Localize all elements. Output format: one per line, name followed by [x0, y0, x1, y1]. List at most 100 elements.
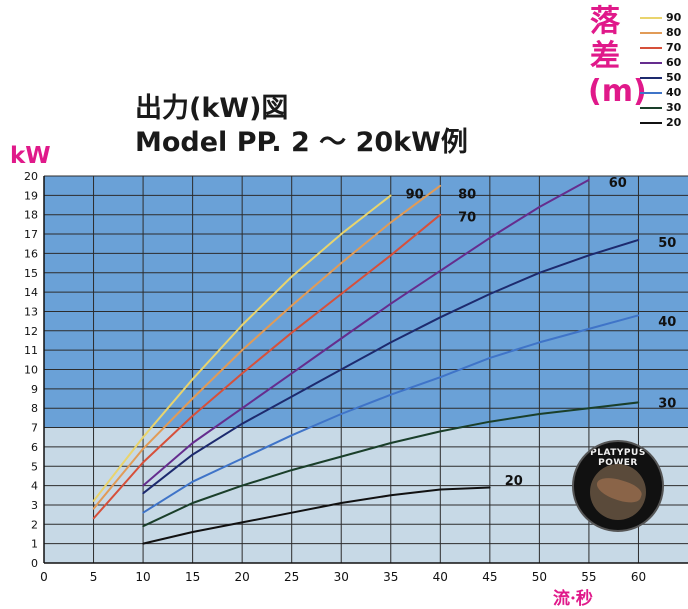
data-point-70 — [290, 331, 293, 334]
data-point-30 — [340, 455, 343, 458]
data-point-60 — [439, 270, 442, 272]
data-point-30 — [389, 442, 392, 444]
data-point-60 — [142, 484, 144, 487]
legend-swatch — [640, 92, 662, 94]
data-point-40 — [588, 328, 590, 330]
data-point-90 — [389, 194, 392, 197]
legend-label: 90 — [666, 11, 682, 24]
data-point-60 — [241, 407, 243, 410]
legend-title: 落 差 (m) — [588, 4, 647, 109]
data-point-20 — [241, 521, 243, 524]
series-line-70 — [92, 213, 441, 520]
y-tick-label: 10 — [24, 364, 38, 377]
data-point-50 — [637, 239, 640, 241]
legend-title-char-1: 落 — [590, 4, 620, 39]
legend-label: 30 — [666, 101, 682, 114]
series-end-label-50: 50 — [658, 236, 676, 251]
y-tick-label: 13 — [24, 305, 38, 318]
data-point-30 — [588, 407, 590, 410]
data-point-80 — [439, 184, 442, 187]
data-point-50 — [241, 422, 243, 425]
y-tick-label: 6 — [31, 441, 38, 454]
data-point-70 — [340, 293, 343, 295]
data-point-20 — [489, 486, 491, 489]
data-point-50 — [439, 316, 442, 319]
data-point-30 — [290, 469, 293, 471]
data-point-60 — [191, 442, 194, 444]
data-point-50 — [290, 395, 293, 398]
data-point-20 — [389, 494, 392, 497]
data-point-20 — [340, 502, 343, 504]
series-end-label-70: 70 — [458, 211, 476, 226]
series-end-label-20: 20 — [505, 474, 523, 489]
legend: 90 80 70 60 50 40 30 20 — [640, 10, 688, 130]
x-tick-label: 5 — [90, 570, 98, 584]
data-point-90 — [290, 275, 293, 278]
data-point-90 — [142, 436, 144, 439]
data-point-80 — [191, 397, 194, 400]
data-point-60 — [389, 302, 392, 305]
y-tick-label: 7 — [31, 422, 38, 435]
legend-title-unit: (m) — [588, 74, 647, 109]
data-point-70 — [142, 461, 144, 464]
chart-title-line1: 出力(kW)図 — [135, 93, 289, 124]
data-point-40 — [538, 341, 541, 344]
data-point-40 — [191, 480, 194, 483]
legend-title-char-2: 差 — [590, 39, 620, 74]
data-point-50 — [538, 271, 541, 274]
x-tick-label: 15 — [185, 570, 200, 584]
legend-item-50: 50 — [640, 70, 688, 85]
data-point-90 — [340, 233, 343, 235]
data-point-30 — [538, 413, 541, 415]
data-point-40 — [340, 413, 343, 415]
legend-item-70: 70 — [640, 40, 688, 55]
series-line-20 — [142, 486, 490, 545]
data-point-30 — [241, 484, 243, 487]
x-tick-label: 0 — [40, 570, 48, 584]
y-tick-label: 14 — [24, 286, 38, 299]
legend-swatch — [640, 107, 662, 109]
data-point-80 — [241, 349, 243, 351]
x-tick-label: 10 — [135, 570, 150, 584]
data-point-70 — [439, 213, 442, 216]
legend-item-20: 20 — [640, 115, 688, 130]
data-point-30 — [489, 420, 491, 423]
legend-swatch — [640, 77, 662, 79]
y-tick-label: 19 — [24, 189, 38, 202]
x-axis-label: 流·秒 — [553, 589, 593, 609]
legend-item-40: 40 — [640, 85, 688, 100]
y-tick-label: 2 — [31, 518, 38, 531]
data-point-40 — [290, 434, 293, 437]
y-tick-label: 12 — [24, 325, 38, 338]
logo-text: PLATYPUS POWER — [590, 448, 646, 468]
legend-swatch — [640, 47, 662, 49]
x-tick-label: 20 — [235, 570, 250, 584]
data-point-80 — [92, 508, 95, 510]
data-point-30 — [439, 430, 442, 433]
series-end-label-30: 30 — [658, 396, 676, 411]
legend-swatch — [640, 122, 662, 124]
y-tick-label: 18 — [24, 209, 38, 222]
x-tick-label: 45 — [482, 570, 497, 584]
data-point-60 — [538, 206, 541, 208]
data-point-50 — [389, 341, 392, 344]
data-point-60 — [588, 179, 590, 181]
y-tick-label: 9 — [31, 383, 38, 396]
data-point-60 — [489, 237, 491, 239]
y-tick-label: 16 — [24, 247, 38, 260]
y-tick-label: 5 — [31, 460, 38, 473]
x-tick-label: 35 — [383, 570, 398, 584]
legend-label: 70 — [666, 41, 682, 54]
data-point-30 — [637, 401, 640, 404]
legend-label: 60 — [666, 56, 682, 69]
data-point-50 — [588, 254, 590, 257]
data-point-60 — [290, 372, 293, 375]
data-point-50 — [340, 368, 343, 371]
y-tick-label: 8 — [31, 402, 38, 415]
data-point-40 — [489, 357, 491, 359]
data-point-90 — [191, 378, 194, 380]
data-point-70 — [92, 517, 95, 520]
series-line-80 — [92, 184, 441, 510]
data-point-80 — [142, 448, 144, 450]
series-end-label-40: 40 — [658, 315, 676, 330]
